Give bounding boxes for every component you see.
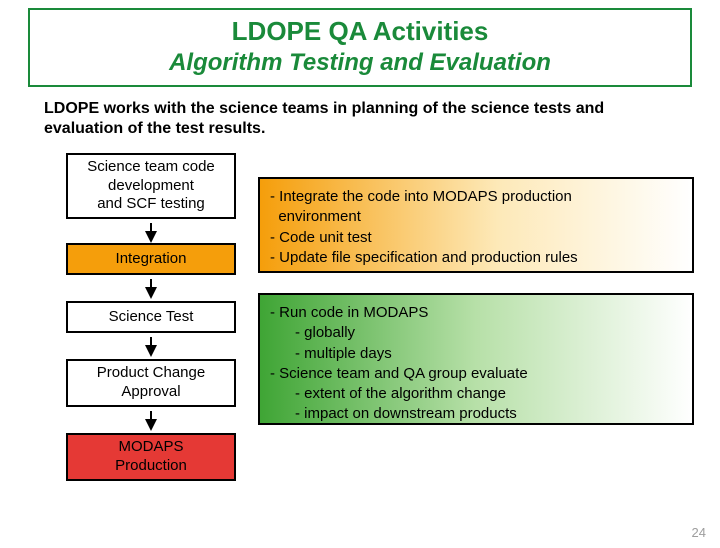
flow-arrow-2 xyxy=(145,345,157,357)
flow-node-4: MODAPSProduction xyxy=(66,433,236,481)
title-subtitle: Algorithm Testing and Evaluation xyxy=(30,49,690,77)
flow-arrow-0 xyxy=(145,231,157,243)
flow-arrow-1 xyxy=(145,287,157,299)
detail-box-0: - Integrate the code into MODAPS product… xyxy=(258,177,694,273)
title-box: LDOPE QA Activities Algorithm Testing an… xyxy=(28,8,692,87)
detail-box-1: - Run code in MODAPS - globally - multip… xyxy=(258,293,694,425)
page-number: 24 xyxy=(692,525,706,540)
flow-node-0: Science team codedevelopmentand SCF test… xyxy=(66,153,236,219)
flow-node-3: Product ChangeApproval xyxy=(66,359,236,407)
intro-text: LDOPE works with the science teams in pl… xyxy=(44,99,676,139)
diagram-area: Science team codedevelopmentand SCF test… xyxy=(0,153,720,513)
flow-node-1: Integration xyxy=(66,243,236,275)
flow-node-2: Science Test xyxy=(66,301,236,333)
title-main: LDOPE QA Activities xyxy=(30,16,690,47)
flow-arrow-3 xyxy=(145,419,157,431)
